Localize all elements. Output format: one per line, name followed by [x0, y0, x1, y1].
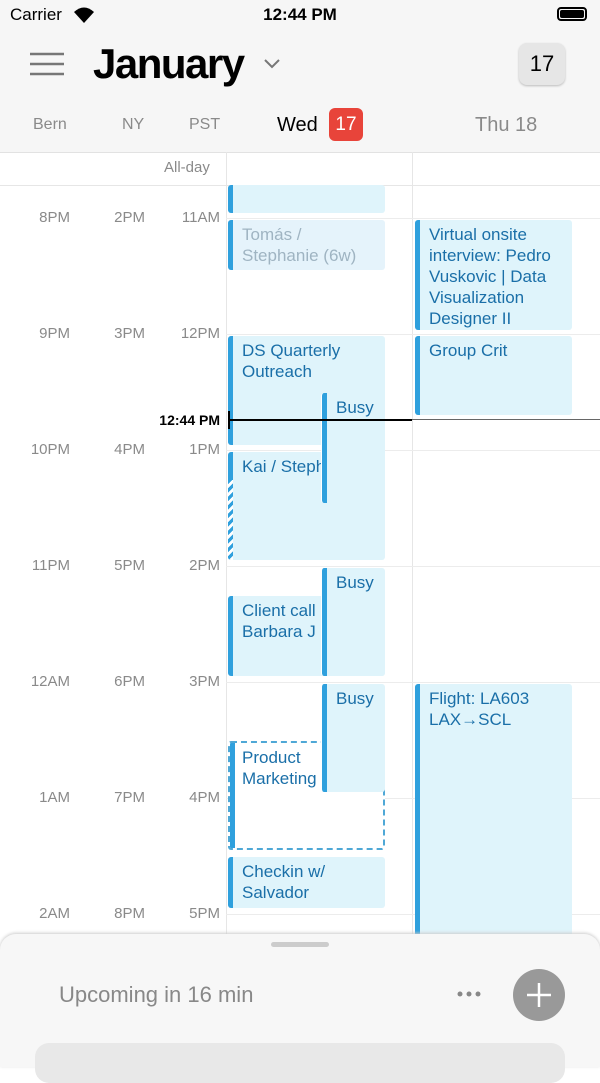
hour-label: 2AM: [39, 905, 70, 922]
column-divider: [412, 152, 413, 942]
timezone: Bern: [33, 116, 67, 133]
event[interactable]: Busy: [321, 393, 385, 503]
current-time-label: 12:44 PM: [159, 412, 220, 428]
hour-label: 1AM: [39, 789, 70, 806]
event-title: Busy: [336, 398, 374, 417]
hour-line: [226, 218, 600, 219]
month-chevron[interactable]: [264, 59, 280, 69]
hour-line: [226, 450, 600, 451]
event[interactable]: Busy: [321, 684, 385, 792]
day-label[interactable]: Thu 18: [475, 114, 538, 136]
hour-label: 8PM: [39, 209, 70, 226]
current-time-tick: [228, 411, 230, 429]
day-date-badge[interactable]: 17: [329, 108, 363, 141]
hour-label: 12AM: [30, 673, 70, 690]
event-title: Busy: [336, 573, 374, 592]
sheet-handle[interactable]: [271, 942, 329, 947]
hour-line: [226, 914, 600, 915]
timezone: NY: [122, 116, 145, 133]
hour-label: 5PM: [114, 557, 145, 574]
event-title: Virtual onsite interview: Pedro Vuskovic…: [429, 225, 551, 328]
day-weekday[interactable]: Wed: [277, 114, 318, 136]
hour-label: 3PM: [189, 673, 220, 690]
sheet-card[interactable]: [35, 1043, 565, 1083]
event[interactable]: Busy: [321, 568, 385, 676]
hour-line: [226, 334, 600, 335]
event[interactable]: Flight: LA603 LAX→SCL: [415, 684, 572, 944]
event-title: DS Quarterly Outreach: [242, 341, 341, 381]
hour-label: 6PM: [114, 673, 145, 690]
event-title: Tomás / Stephanie (6w): [242, 225, 357, 265]
hour-label: 7PM: [114, 789, 145, 806]
add-button[interactable]: [513, 969, 565, 1021]
clock: 12:44 PM: [263, 5, 337, 24]
event[interactable]: Tomás / Stephanie (6w): [228, 220, 385, 270]
wifi-icon: [74, 7, 94, 23]
today-button[interactable]: 17: [519, 43, 565, 85]
hour-label: 12PM: [180, 325, 220, 342]
hour-label: 4PM: [114, 441, 145, 458]
header-bg: [0, 0, 600, 153]
hour-label: 4PM: [189, 789, 220, 806]
carrier: Carrier: [10, 5, 62, 24]
event[interactable]: Virtual onsite interview: Pedro Vuskovic…: [415, 220, 572, 330]
event-title: Group Crit: [429, 341, 508, 360]
hour-label: 5PM: [189, 905, 220, 922]
month-title[interactable]: January: [93, 40, 245, 87]
more-button[interactable]: [456, 990, 484, 998]
column-divider: [226, 152, 227, 942]
hour-line: [226, 798, 600, 799]
hour-label: 2PM: [114, 209, 145, 226]
event-continued[interactable]: [228, 185, 385, 213]
event-title: Checkin w/ Salvador: [242, 862, 326, 902]
hour-label: 11AM: [181, 209, 220, 226]
battery: [557, 7, 587, 21]
menu-button[interactable]: [30, 52, 64, 76]
current-time-line: [412, 419, 600, 420]
hour-line: [226, 682, 600, 683]
timezone: PST: [189, 116, 221, 133]
event-title: Client call Barbara J: [242, 601, 316, 641]
event[interactable]: Group Crit: [415, 336, 572, 415]
hour-label: 3PM: [114, 325, 145, 342]
hour-label: 10PM: [30, 441, 70, 458]
upcoming-label: Upcoming in 16 min: [59, 982, 254, 1007]
hour-label: 8PM: [114, 905, 145, 922]
event[interactable]: Checkin w/ Salvador: [228, 857, 385, 908]
hour-label: 2PM: [189, 557, 220, 574]
hour-label: 1PM: [189, 441, 220, 458]
all-day-label: All-day: [164, 159, 210, 176]
event-title: Busy: [336, 689, 374, 708]
event-title: Product Marketing: [242, 748, 317, 788]
hour-label: 9PM: [39, 325, 70, 342]
hour-label: 11PM: [31, 557, 70, 574]
event-title: Flight: LA603 LAX→SCL: [429, 689, 530, 729]
current-time-line: [228, 419, 412, 421]
hour-line: [226, 566, 600, 567]
